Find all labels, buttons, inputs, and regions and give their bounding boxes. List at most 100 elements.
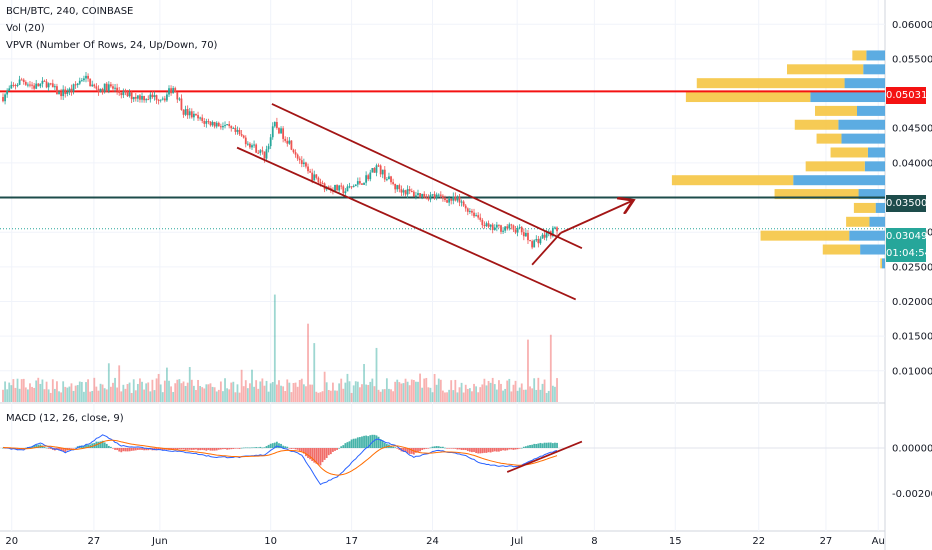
vpvr-down-bar [852,50,867,61]
candle-body [186,109,189,116]
volume-bar [385,378,388,402]
horizontal-levels[interactable] [0,90,885,230]
macd-histogram-bar [334,448,336,451]
volume-bar [161,392,164,402]
macd-histogram-bar [365,435,368,448]
macd-histogram-bar [338,447,341,449]
macd-histogram-bar [80,445,83,448]
candle-body [398,185,401,190]
candle-body [394,183,397,190]
candle-body [139,95,141,100]
price-tick-label: 0.02000 [892,297,932,308]
macd-histogram-bar [186,448,189,450]
macd-histogram-bar [16,448,19,450]
vpvr-down-bar [805,161,865,172]
candle-body [72,84,75,92]
volume-bar [234,392,237,402]
volume-bar [124,388,127,402]
macd-histogram-bar [112,448,114,449]
candle-body [209,121,212,126]
candle-body [130,92,133,100]
macd-histogram-bar [442,446,444,448]
volume-legend[interactable]: Vol (20) [6,23,45,34]
candle-body [454,196,457,201]
volume-bar [450,380,453,402]
candle-body [462,201,465,206]
macd-histogram-bar [468,448,471,452]
volume-bar [390,389,392,402]
macd-histogram-bar [205,448,208,451]
candle-body [217,122,220,127]
trend-drawings[interactable] [236,103,632,473]
candle-body [493,227,496,230]
macd-histogram-bar [452,448,455,449]
macd-histogram-bar [527,445,529,448]
candle-body [468,210,471,212]
candle-body [232,127,235,129]
macd-histogram-bar [529,444,531,448]
volume-bar [66,387,69,402]
macd-histogram-bar [41,445,44,448]
candle-body [118,90,121,93]
macd-histogram-bar [278,443,280,448]
volume-bar [527,339,529,402]
volume-bar [444,392,446,402]
time-tick-label: Jul [510,536,523,547]
candle-body [282,128,285,139]
candle-body [423,193,426,198]
candle-body [45,81,48,88]
macd-histogram-bar [89,444,92,448]
candle-body [182,109,185,115]
volume-bar [334,390,336,402]
vpvr-up-bar [866,50,885,61]
volume-bar [435,384,438,402]
volume-bar [78,381,81,402]
volume-bar [244,380,247,402]
volume-bar [12,379,15,402]
volume-bar [31,386,33,402]
candle-body [466,208,469,212]
macd-histogram-bar [448,448,451,449]
volume-bar [60,392,62,402]
candle-body [309,171,311,173]
macd-histogram-bar [188,448,191,450]
macd-histogram-bar [541,443,544,448]
candle-body [276,122,278,128]
candle-body [319,182,322,184]
macd-histogram-bar [43,447,46,448]
macd-histogram-bar [35,444,38,448]
macd-tick-label: 0.00000 [892,444,932,455]
volume-bar [174,383,177,402]
vpvr-up-bar [858,189,885,200]
volume-bar [249,383,251,402]
volume-bar [201,387,204,402]
vpvr-legend[interactable]: VPVR (Number Of Rows, 24, Up/Down, 70) [6,40,218,51]
candle-body [143,95,145,101]
candle-body [18,79,21,85]
candle-body [224,125,226,127]
macd-histogram-bar [37,444,40,448]
volume-bar [159,384,162,402]
volume-bar [168,380,170,402]
candle-body [502,230,504,232]
volume-bar [72,390,75,402]
macd-histogram-bar [489,448,492,453]
candle-body [415,195,417,197]
volume-bar [442,390,444,402]
volume-bar [514,380,517,402]
time-tick-label: 10 [264,536,277,547]
volume-bar [232,381,235,402]
macd-legend[interactable]: MACD (12, 26, close, 9) [6,413,124,424]
channel-upper-drawing [271,103,583,249]
candle-body [419,193,421,198]
candle-body [383,169,386,180]
volume-bar [118,365,121,402]
macd-histogram-bar [180,448,183,450]
candle-body [20,79,23,81]
macd-histogram-bar [427,448,430,449]
macd-histogram-bar [110,446,112,448]
macd-histogram-bar [122,448,125,452]
volume-bar [288,382,291,402]
volume-bar [340,378,343,402]
